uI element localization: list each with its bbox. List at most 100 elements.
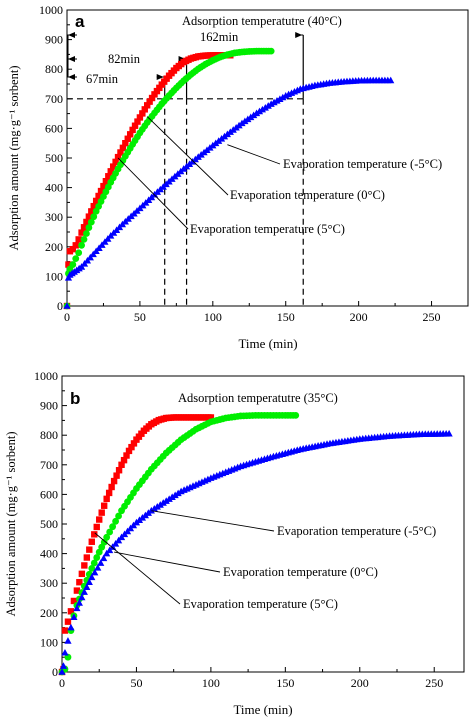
- y-tick-label: 400: [40, 547, 58, 561]
- data-point: [130, 440, 138, 447]
- data-point: [86, 546, 93, 553]
- data-point: [88, 565, 96, 572]
- data-point: [168, 493, 176, 501]
- data-point: [156, 501, 164, 508]
- annotation-label: Evaporation temperature (5°C): [183, 597, 338, 611]
- data-point: [106, 528, 114, 536]
- y-tick-label: 800: [40, 428, 58, 442]
- ref-arrowhead: [68, 32, 75, 38]
- data-point: [267, 100, 275, 107]
- data-point: [92, 197, 100, 205]
- data-point: [128, 443, 135, 451]
- data-point: [97, 559, 105, 566]
- data-point: [100, 182, 107, 190]
- data-point: [78, 570, 86, 578]
- data-point: [255, 107, 264, 115]
- data-point: [93, 554, 101, 561]
- data-point: [273, 97, 281, 104]
- x-tick-label: 100: [204, 310, 222, 324]
- data-point: [114, 153, 122, 161]
- y-axis-label: Adsorption amount (mg·g⁻¹ sorbent): [4, 432, 18, 617]
- y-tick-label: 500: [40, 517, 58, 531]
- x-tick-label: 0: [64, 310, 70, 324]
- data-point: [159, 499, 167, 506]
- data-point: [81, 562, 88, 569]
- data-point: [118, 461, 125, 468]
- annotation-label: Evaporation temperature (-5°C): [283, 157, 442, 171]
- data-point: [238, 119, 246, 127]
- data-point: [148, 94, 156, 102]
- x-tick-label: 50: [130, 676, 142, 690]
- series-triangle: [63, 76, 395, 309]
- annotation-label: Evaporation temperature (0°C): [230, 188, 385, 202]
- y-tick-label: 1000: [39, 3, 63, 17]
- data-point: [125, 447, 133, 455]
- data-point: [105, 489, 113, 497]
- y-tick-label: 400: [45, 181, 63, 195]
- y-tick-label: 300: [40, 576, 58, 590]
- ref-arrowhead: [156, 74, 164, 80]
- y-tick-label: 500: [45, 151, 63, 165]
- data-point: [276, 95, 284, 102]
- data-point: [61, 648, 69, 656]
- data-point: [75, 236, 82, 243]
- x-tick-label: 200: [351, 676, 369, 690]
- data-point: [207, 414, 215, 421]
- data-point: [72, 242, 79, 249]
- y-axis-label: Adsorption amount (mg·g⁻¹ sorbent): [7, 66, 21, 251]
- data-point: [75, 599, 83, 606]
- data-point: [61, 627, 69, 634]
- data-point: [171, 491, 179, 499]
- annotation-label: Evaporation temperature (-5°C): [277, 524, 436, 538]
- data-point: [78, 241, 85, 249]
- y-tick-label: 600: [45, 121, 63, 135]
- data-point: [144, 102, 151, 109]
- data-point: [292, 411, 300, 419]
- data-point: [80, 224, 88, 231]
- data-point: [64, 637, 72, 644]
- data-point: [113, 472, 120, 479]
- y-tick-label: 900: [45, 33, 63, 47]
- annotation-leaders: [94, 510, 275, 605]
- data-point: [91, 531, 98, 538]
- data-point: [102, 177, 110, 185]
- y-tick-label: 300: [45, 210, 63, 224]
- data-point: [94, 564, 102, 571]
- data-point: [279, 93, 287, 101]
- data-point: [85, 578, 93, 586]
- data-point: [115, 512, 122, 520]
- data-point: [129, 126, 136, 134]
- data-point: [70, 597, 78, 605]
- data-point: [108, 483, 115, 491]
- series-square: [58, 414, 215, 676]
- data-point: [103, 533, 111, 541]
- annotation-label: Evaporation temperature (5°C): [190, 222, 345, 236]
- data-point: [98, 509, 105, 516]
- data-point: [90, 213, 98, 221]
- data-point: [112, 517, 119, 525]
- series-triangle: [58, 429, 453, 675]
- data-point: [241, 117, 249, 125]
- y-tick-label: 200: [40, 606, 58, 620]
- chart-title: Adsorption temperatutre (35°C): [178, 391, 338, 405]
- data-point: [387, 76, 395, 84]
- panel-label: b: [70, 389, 80, 408]
- data-point: [59, 662, 68, 669]
- data-point: [76, 579, 83, 586]
- data-point: [78, 229, 85, 236]
- data-point: [80, 588, 88, 595]
- data-point: [100, 502, 108, 509]
- data-point: [107, 168, 114, 175]
- data-point: [117, 149, 124, 156]
- data-point: [250, 111, 258, 119]
- annotation-leaders: [117, 116, 281, 230]
- data-point: [110, 477, 118, 485]
- y-tick-label: 0: [52, 665, 58, 679]
- data-point: [75, 249, 83, 257]
- ref-label: 162min: [200, 30, 239, 44]
- series-group: [63, 47, 395, 310]
- data-point: [264, 102, 272, 109]
- data-point: [261, 103, 269, 111]
- data-point: [70, 613, 78, 621]
